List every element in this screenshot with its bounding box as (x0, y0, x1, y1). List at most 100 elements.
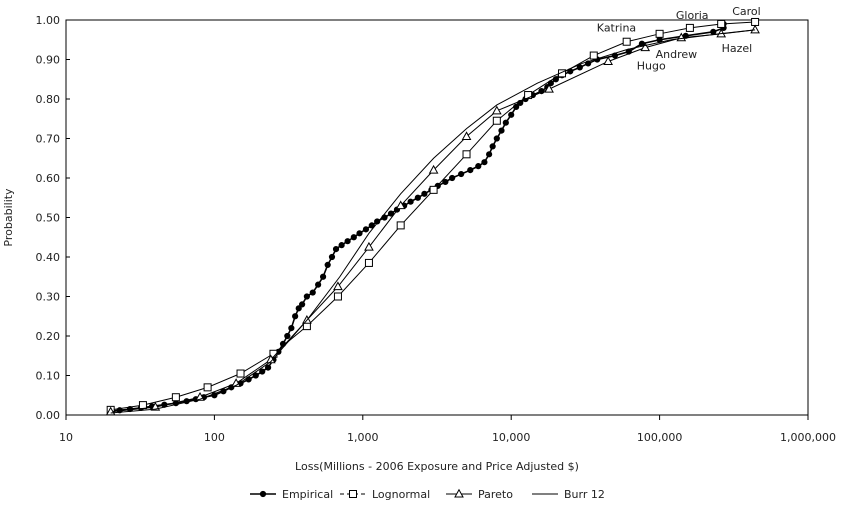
data-point-empirical (344, 238, 351, 245)
data-point-empirical (442, 178, 449, 186)
data-point-lognormal (333, 292, 342, 301)
data-point-empirical (288, 325, 295, 332)
data-point-lognormal (622, 37, 631, 46)
data-point-pareto (333, 281, 343, 291)
data-point-empirical (481, 159, 488, 166)
data-point-empirical (315, 281, 322, 288)
y-tick-label: 0.10 (36, 370, 61, 383)
annotation-andrew: Andrew (656, 48, 698, 61)
x-tick-label: 10 (59, 431, 73, 444)
legend-marker-empirical (259, 490, 267, 498)
data-point-empirical (387, 210, 395, 217)
data-point-pareto (364, 241, 374, 251)
data-point-empirical (309, 289, 316, 296)
data-point-empirical (338, 242, 345, 249)
y-tick-label: 0.30 (36, 291, 61, 304)
x-tick-label: 100,000 (637, 431, 683, 444)
x-tick-label: 100 (204, 431, 225, 444)
data-point-empirical (292, 313, 299, 320)
legend-item-burr-12: Burr 12 (532, 488, 605, 501)
y-tick-label: 0.80 (36, 93, 61, 106)
data-point-lognormal (364, 258, 373, 267)
data-point-empirical (299, 301, 306, 308)
data-point-lognormal (492, 116, 501, 125)
x-tick-label: 1,000 (347, 431, 379, 444)
data-point-lognormal (524, 91, 533, 100)
legend-item-pareto: Pareto (446, 488, 513, 501)
series-layer (105, 17, 760, 416)
data-point-empirical (493, 135, 500, 142)
legend-marker-lognormal (349, 490, 357, 498)
data-point-lognormal (462, 150, 471, 159)
data-point-lognormal (429, 185, 438, 194)
data-point-pareto (640, 42, 651, 52)
y-axis-title: Probability (2, 188, 15, 247)
series-line-lognormal (110, 21, 756, 411)
data-point-empirical (362, 226, 370, 233)
legend-label-empirical: Empirical (282, 488, 333, 501)
data-point-empirical (284, 332, 291, 340)
data-point-empirical (710, 28, 717, 35)
y-tick-label: 0.90 (36, 54, 61, 67)
legend-item-lognormal: Lognormal (340, 488, 430, 501)
data-point-lognormal (685, 23, 694, 32)
data-point-lognormal (236, 369, 245, 378)
y-tick-label: 0.60 (36, 172, 61, 185)
plot-area: 0.00 0.10 0.20 0.30 0.40 0.50 0.60 0.70 0.80 0.90… (36, 5, 836, 444)
annotation-carol: Carol (732, 5, 761, 18)
data-point-empirical (259, 368, 266, 375)
data-point-empirical (324, 261, 331, 268)
y-tick-label: 0.00 (36, 409, 61, 422)
series-pareto (105, 24, 760, 416)
data-point-pareto (603, 56, 613, 65)
data-point-empirical (414, 194, 421, 201)
x-tick-label: 1,000,000 (780, 431, 836, 444)
data-point-empirical (458, 170, 465, 178)
y-tick-label: 0.40 (36, 251, 61, 264)
data-point-empirical (407, 198, 414, 205)
y-tick-label: 0.50 (36, 212, 61, 225)
data-point-lognormal (589, 51, 598, 60)
annotation-katrina: Katrina (597, 22, 636, 35)
data-point-empirical (475, 163, 482, 170)
x-axis-ticks: 10 100 1,000 10,000 100,000 1,000,000 (59, 415, 836, 444)
series-lognormal (106, 17, 760, 414)
legend: Empirical Lognormal Pareto Burr 12 (250, 488, 605, 501)
legend-label-pareto: Pareto (478, 488, 513, 501)
data-point-lognormal (655, 29, 664, 38)
series-line-burr-12 (110, 29, 756, 414)
data-point-empirical (374, 218, 381, 225)
data-point-empirical (328, 253, 336, 261)
y-tick-label: 0.20 (36, 330, 61, 343)
data-point-empirical (350, 234, 357, 241)
data-point-pareto (750, 24, 760, 34)
legend-label-burr-12: Burr 12 (564, 488, 605, 501)
data-point-lognormal (203, 383, 212, 392)
data-point-pareto (428, 164, 439, 174)
data-point-lognormal (396, 221, 405, 230)
data-point-empirical (295, 305, 302, 312)
data-point-empirical (252, 372, 259, 379)
data-point-empirical (449, 174, 456, 182)
data-point-empirical (421, 190, 428, 197)
y-axis-ticks: 0.00 0.10 0.20 0.30 0.40 0.50 0.60 0.70 0.80 0.90… (36, 14, 70, 422)
data-point-lognormal (171, 393, 180, 402)
legend-marker-pareto (454, 488, 464, 498)
data-point-pareto (544, 83, 554, 93)
data-point-lognormal (717, 19, 726, 28)
legend-label-lognormal: Lognormal (372, 488, 430, 501)
data-point-empirical (502, 119, 509, 126)
data-point-empirical (319, 273, 327, 280)
data-point-empirical (467, 167, 474, 174)
y-tick-label: 0.70 (36, 133, 61, 146)
data-point-empirical (486, 151, 493, 158)
annotation-hazel: Hazel (722, 42, 753, 55)
x-axis-title: Loss(Millions - 2006 Exposure and Price … (295, 460, 579, 473)
data-point-empirical (489, 143, 496, 150)
series-empirical (107, 20, 727, 415)
data-point-pareto (461, 131, 472, 141)
data-point-empirical (356, 230, 363, 237)
data-point-empirical (498, 127, 505, 134)
